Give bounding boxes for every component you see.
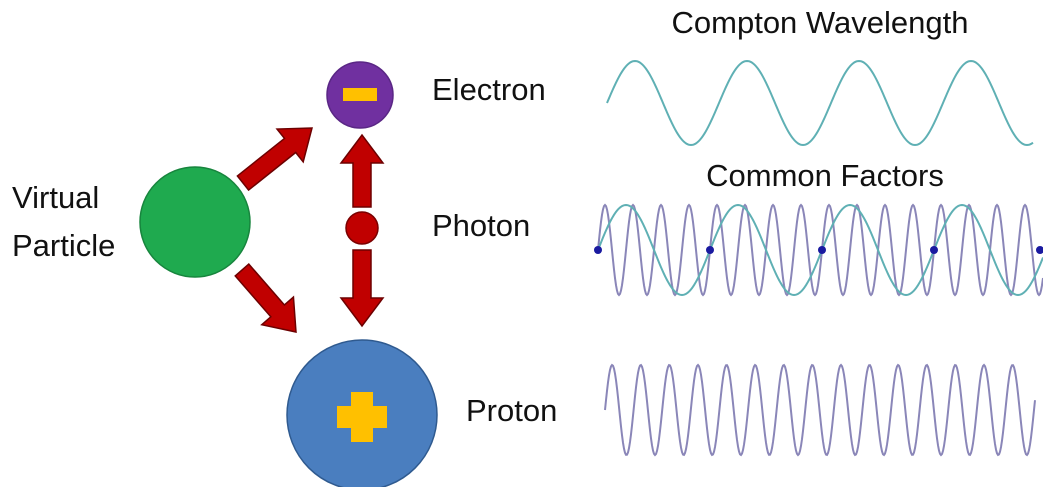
arrows (234, 127, 385, 333)
particle-label: Particle (12, 228, 115, 263)
waves (594, 59, 1043, 457)
arrow (339, 249, 385, 328)
common-title: Common Factors (706, 158, 944, 193)
proton-wave (604, 363, 1036, 457)
common-point (1036, 246, 1043, 254)
electron-wave (606, 59, 1034, 147)
common-point (930, 246, 938, 254)
arrow (236, 127, 313, 192)
photon-label: Photon (432, 208, 530, 243)
common-point (706, 246, 714, 254)
virtual-label: Virtual (12, 180, 99, 215)
arrow (234, 263, 297, 333)
compton-title: Compton Wavelength (672, 5, 969, 40)
minus-sign (343, 88, 377, 101)
common-point (594, 246, 602, 254)
photon (345, 211, 379, 245)
plus-sign (337, 392, 387, 442)
common-point (818, 246, 826, 254)
arrow (339, 133, 385, 208)
virtual-particle (139, 166, 251, 278)
electron-label: Electron (432, 72, 546, 107)
proton-wave-overlay (597, 203, 1043, 297)
electron-wave-overlay (597, 203, 1043, 297)
proton-label: Proton (466, 393, 557, 428)
